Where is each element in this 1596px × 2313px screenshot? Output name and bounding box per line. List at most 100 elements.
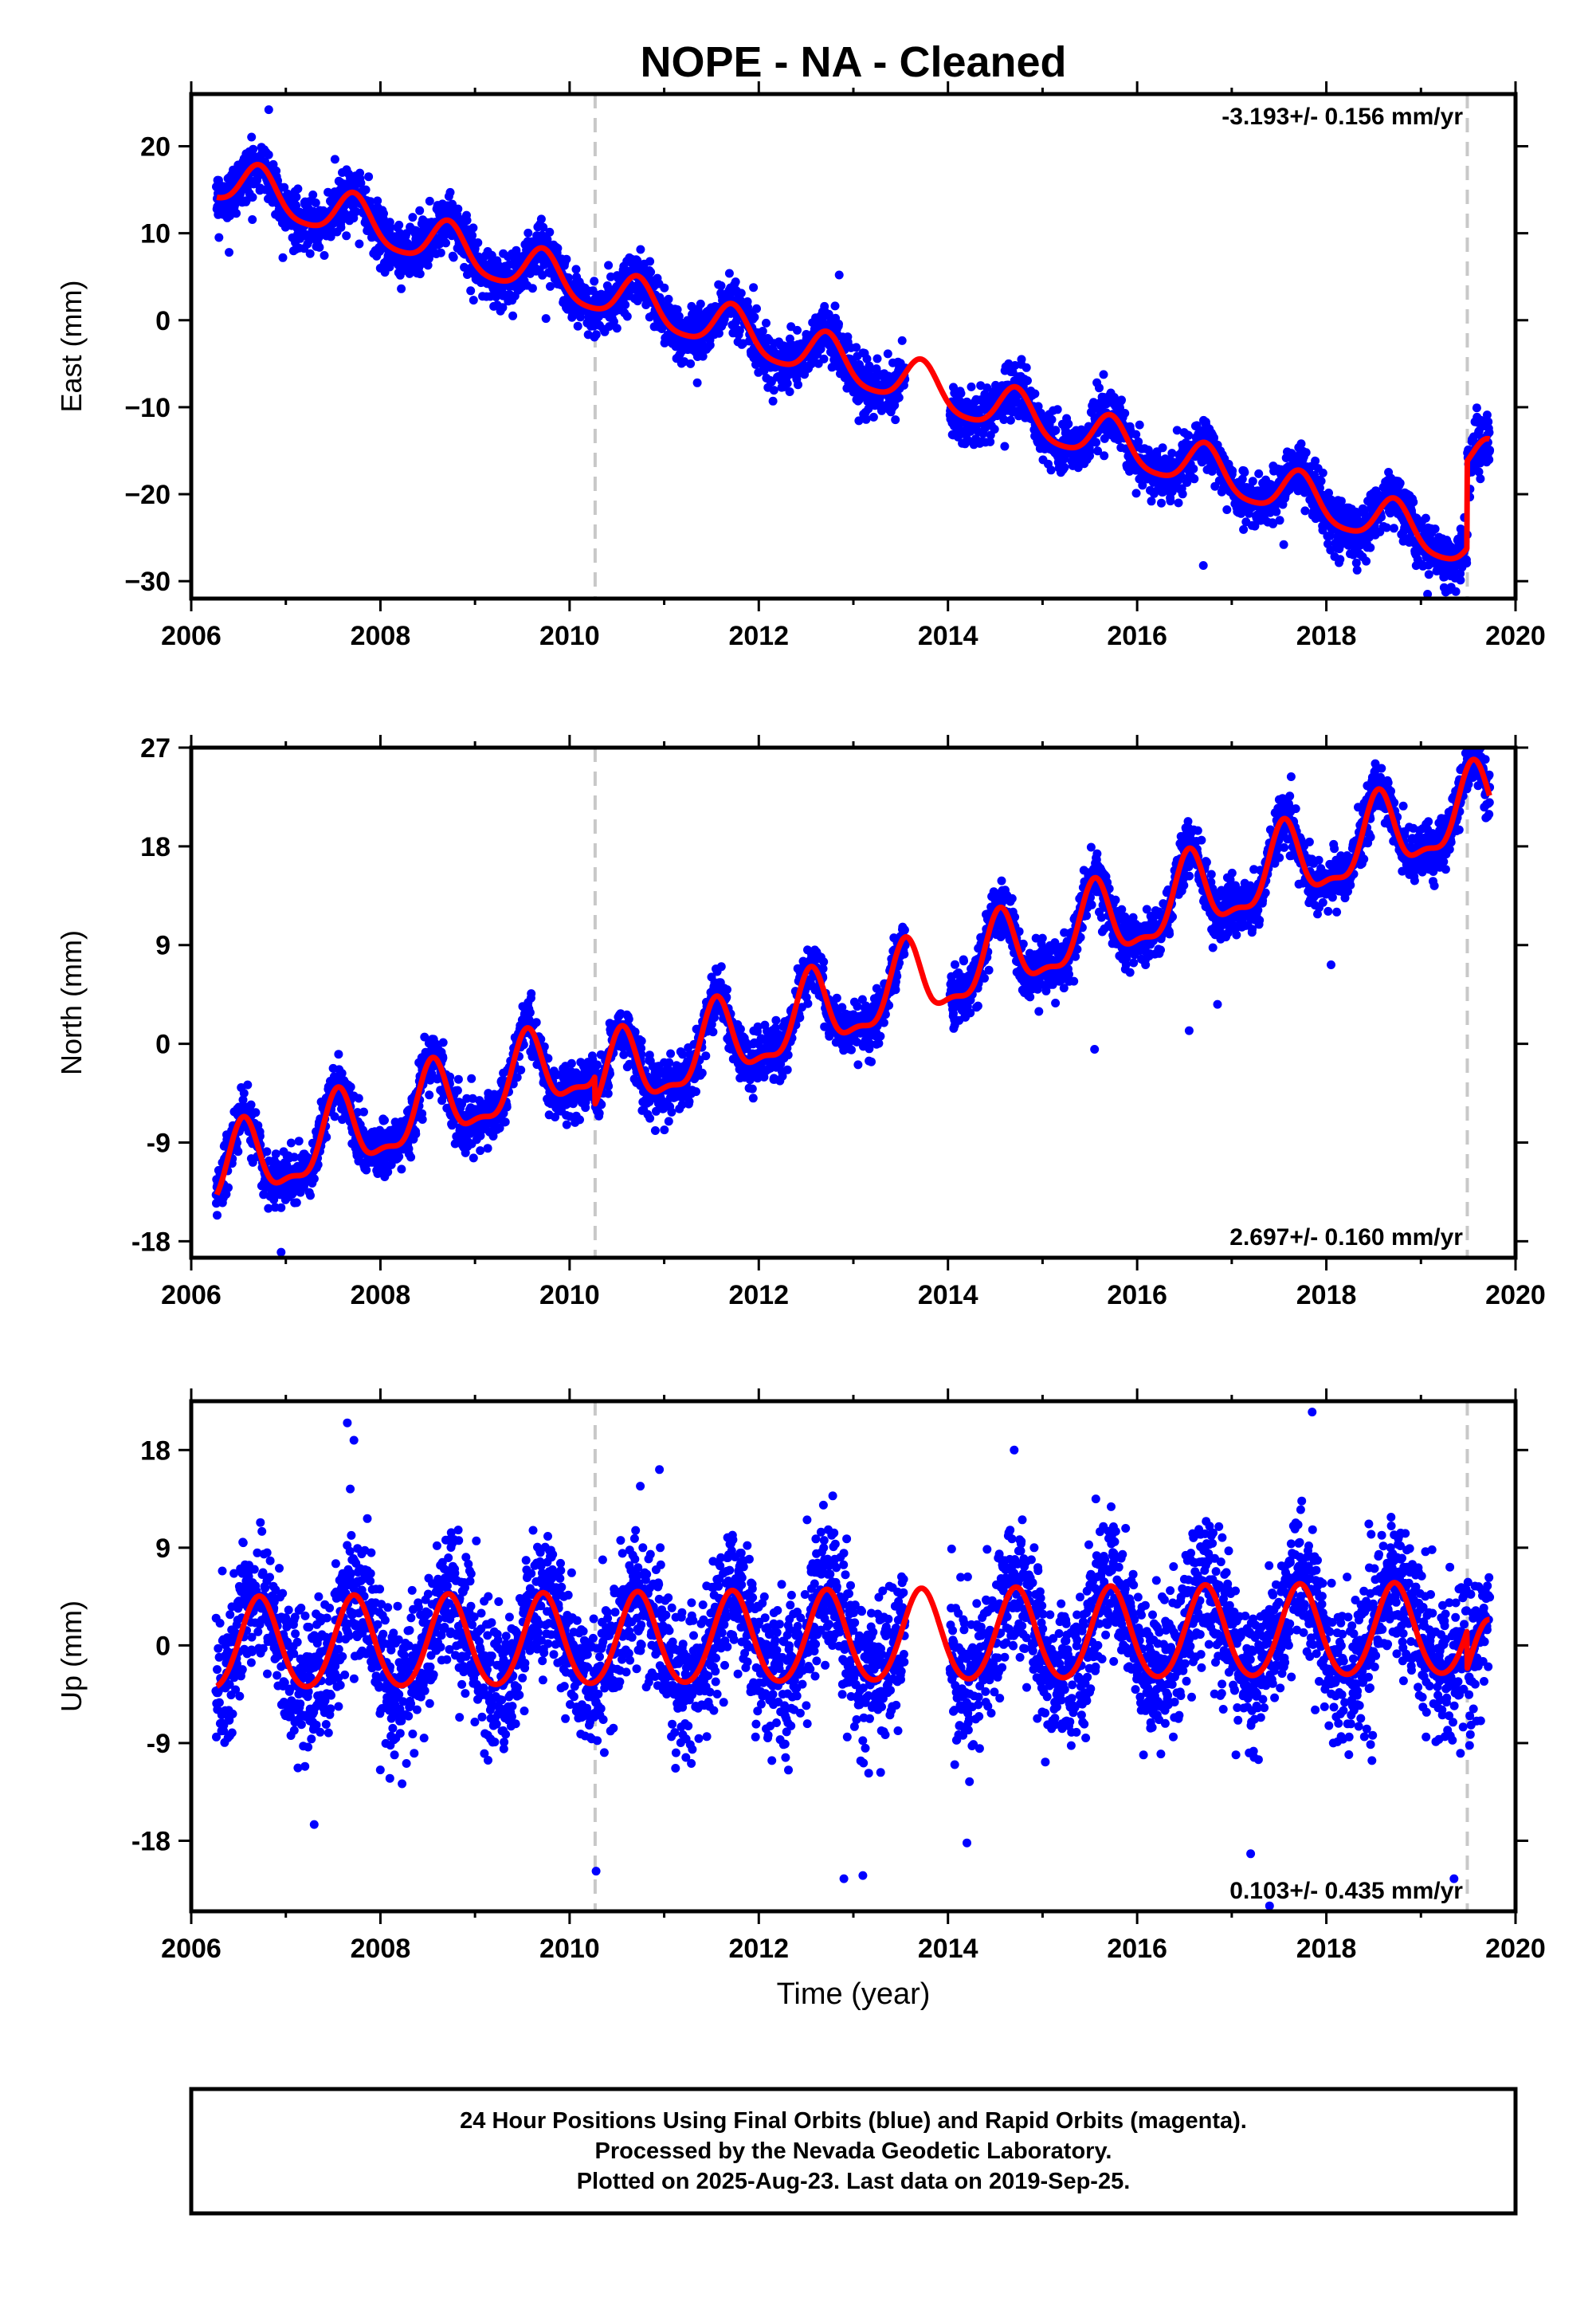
observation-point — [1462, 559, 1472, 567]
observation-point — [262, 1147, 272, 1156]
observation-point — [1228, 466, 1237, 476]
observation-point — [359, 1107, 368, 1117]
observation-point — [356, 179, 366, 188]
observation-point — [1189, 464, 1198, 473]
outlier-point — [330, 155, 339, 164]
observation-point — [698, 351, 708, 361]
observation-point — [1456, 575, 1465, 585]
observation-point — [736, 289, 746, 298]
observation-point — [571, 265, 581, 274]
observation-point — [852, 343, 861, 352]
observation-point — [248, 215, 257, 224]
observation-point — [735, 326, 744, 336]
observation-point — [469, 296, 478, 305]
y-tick-label: −30 — [124, 567, 171, 597]
observation-point — [1240, 468, 1249, 477]
observation-point — [1174, 498, 1183, 508]
observation-point — [425, 1090, 434, 1100]
observation-point — [406, 1153, 416, 1162]
observation-point — [292, 192, 301, 202]
observation-point — [361, 185, 371, 194]
outlier-point — [225, 248, 233, 257]
observation-point — [573, 321, 582, 331]
y-tick-label: 0 — [155, 306, 171, 336]
observation-point — [308, 190, 318, 199]
observation-point — [1335, 555, 1345, 564]
observation-point — [590, 277, 599, 286]
observation-point — [1099, 370, 1108, 379]
observation-point — [469, 223, 478, 233]
x-tick-label: 2010 — [539, 621, 600, 651]
observation-point — [276, 1203, 286, 1212]
observation-point — [873, 354, 882, 363]
observation-point — [536, 214, 546, 224]
observation-point — [449, 253, 458, 262]
outlier-point — [1198, 561, 1208, 570]
figure-title: NOPE - NA - Cleaned — [640, 38, 1066, 86]
observation-point — [1275, 516, 1284, 525]
outlier-point — [834, 270, 844, 280]
observation-point — [294, 1137, 304, 1146]
observation-point — [292, 201, 301, 210]
observation-point — [386, 222, 395, 232]
observation-point — [990, 425, 999, 434]
observation-point — [326, 232, 335, 242]
observation-point — [956, 389, 966, 399]
observation-point — [758, 327, 767, 336]
observation-point — [724, 269, 734, 278]
outlier-point — [1279, 540, 1288, 549]
observation-point — [425, 196, 434, 206]
observation-point — [306, 1191, 315, 1200]
observation-point — [224, 1183, 233, 1192]
observation-point — [1476, 474, 1485, 484]
observation-point — [354, 1094, 363, 1103]
observation-point — [1430, 524, 1440, 534]
observation-point — [793, 325, 802, 335]
outlier-point — [1445, 585, 1454, 595]
observation-point — [714, 328, 723, 338]
observation-point — [280, 183, 289, 192]
observation-point — [264, 150, 273, 159]
observation-point — [750, 312, 759, 322]
observation-point — [1064, 419, 1073, 429]
observation-point — [418, 1115, 427, 1124]
observation-point — [664, 294, 673, 304]
outlier-point — [1440, 572, 1449, 582]
observation-point — [1362, 556, 1371, 566]
observation-point — [785, 334, 794, 344]
observation-point — [769, 386, 778, 395]
observation-point — [1017, 355, 1026, 364]
observation-point — [1352, 565, 1362, 575]
observation-point — [1166, 497, 1175, 506]
observation-point — [336, 222, 346, 232]
observation-point — [1120, 409, 1130, 418]
observation-point — [320, 251, 329, 260]
observation-point — [1395, 478, 1405, 488]
observation-point — [233, 1147, 243, 1156]
observation-point — [1051, 426, 1061, 435]
observation-point — [645, 257, 655, 266]
observation-point — [1484, 428, 1494, 438]
observation-point — [394, 1152, 404, 1161]
x-tick-label: 2014 — [918, 621, 978, 651]
observation-point — [830, 301, 840, 311]
observation-point — [1424, 570, 1433, 579]
y-tick-label: −20 — [124, 480, 171, 510]
observation-point — [239, 1089, 249, 1098]
observation-point — [1239, 524, 1249, 534]
rate-label: -3.193+/- 0.156 mm/yr — [1222, 104, 1463, 130]
observation-point — [468, 230, 477, 240]
observation-point — [539, 222, 548, 232]
observation-point — [1022, 363, 1031, 372]
observation-point — [1272, 507, 1281, 516]
observation-point — [462, 216, 472, 225]
observation-point — [408, 213, 418, 222]
observation-point — [604, 261, 614, 270]
observation-point — [1184, 430, 1194, 440]
y-tick-label: 20 — [140, 132, 171, 162]
observation-point — [861, 414, 871, 424]
observation-point — [1318, 468, 1327, 477]
observation-point — [612, 324, 622, 333]
observation-point — [330, 1112, 339, 1121]
